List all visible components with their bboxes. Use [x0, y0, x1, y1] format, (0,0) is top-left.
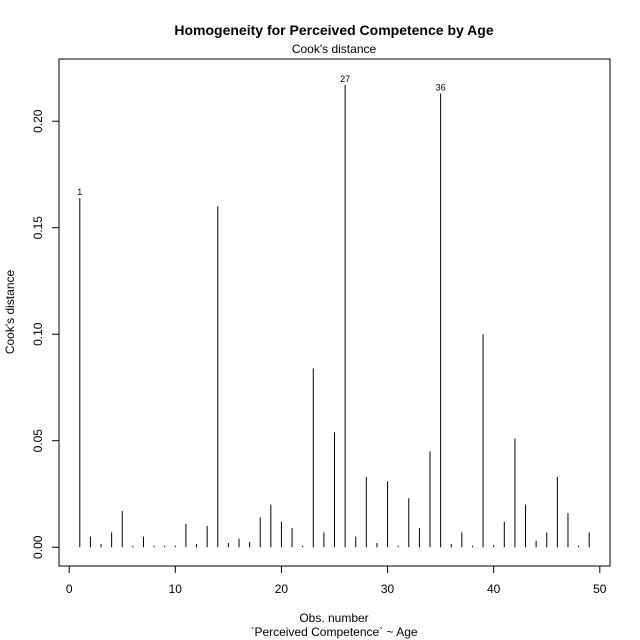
point-labels: 1 27 36: [77, 74, 445, 197]
x-axis-sublabel: `Perceived Competence` ~ Age: [250, 625, 417, 639]
y-tick-label-2: 0.10: [31, 322, 45, 346]
x-tick-label-10: 10: [169, 582, 183, 596]
chart-title: Homogeneity for Perceived Competence by …: [174, 22, 493, 38]
y-axis: 0.00 0.05 0.10 0.15 0.20: [31, 109, 59, 559]
y-tick-label-1: 0.05: [31, 429, 45, 453]
x-tick-label-20: 20: [275, 582, 289, 596]
x-axis-label: Obs. number: [299, 611, 368, 625]
x-axis: 0 10 20 30 40 50: [66, 566, 607, 596]
y-tick-label-4: 0.20: [31, 109, 45, 133]
y-axis-label: Cook's distance: [3, 270, 17, 355]
chart-subtitle: Cook's distance: [292, 42, 377, 56]
y-tick-label-0: 0.00: [31, 535, 45, 559]
x-tick-label-40: 40: [487, 582, 501, 596]
point-label-1: 1: [77, 187, 82, 197]
point-label-36: 36: [436, 83, 446, 93]
bars: [79, 84, 590, 548]
plot-frame: [58, 58, 611, 567]
x-tick-label-30: 30: [381, 582, 395, 596]
y-tick-label-3: 0.15: [31, 216, 45, 240]
x-tick-label-0: 0: [66, 582, 73, 596]
point-label-27: 27: [340, 74, 350, 84]
x-tick-label-50: 50: [593, 582, 607, 596]
